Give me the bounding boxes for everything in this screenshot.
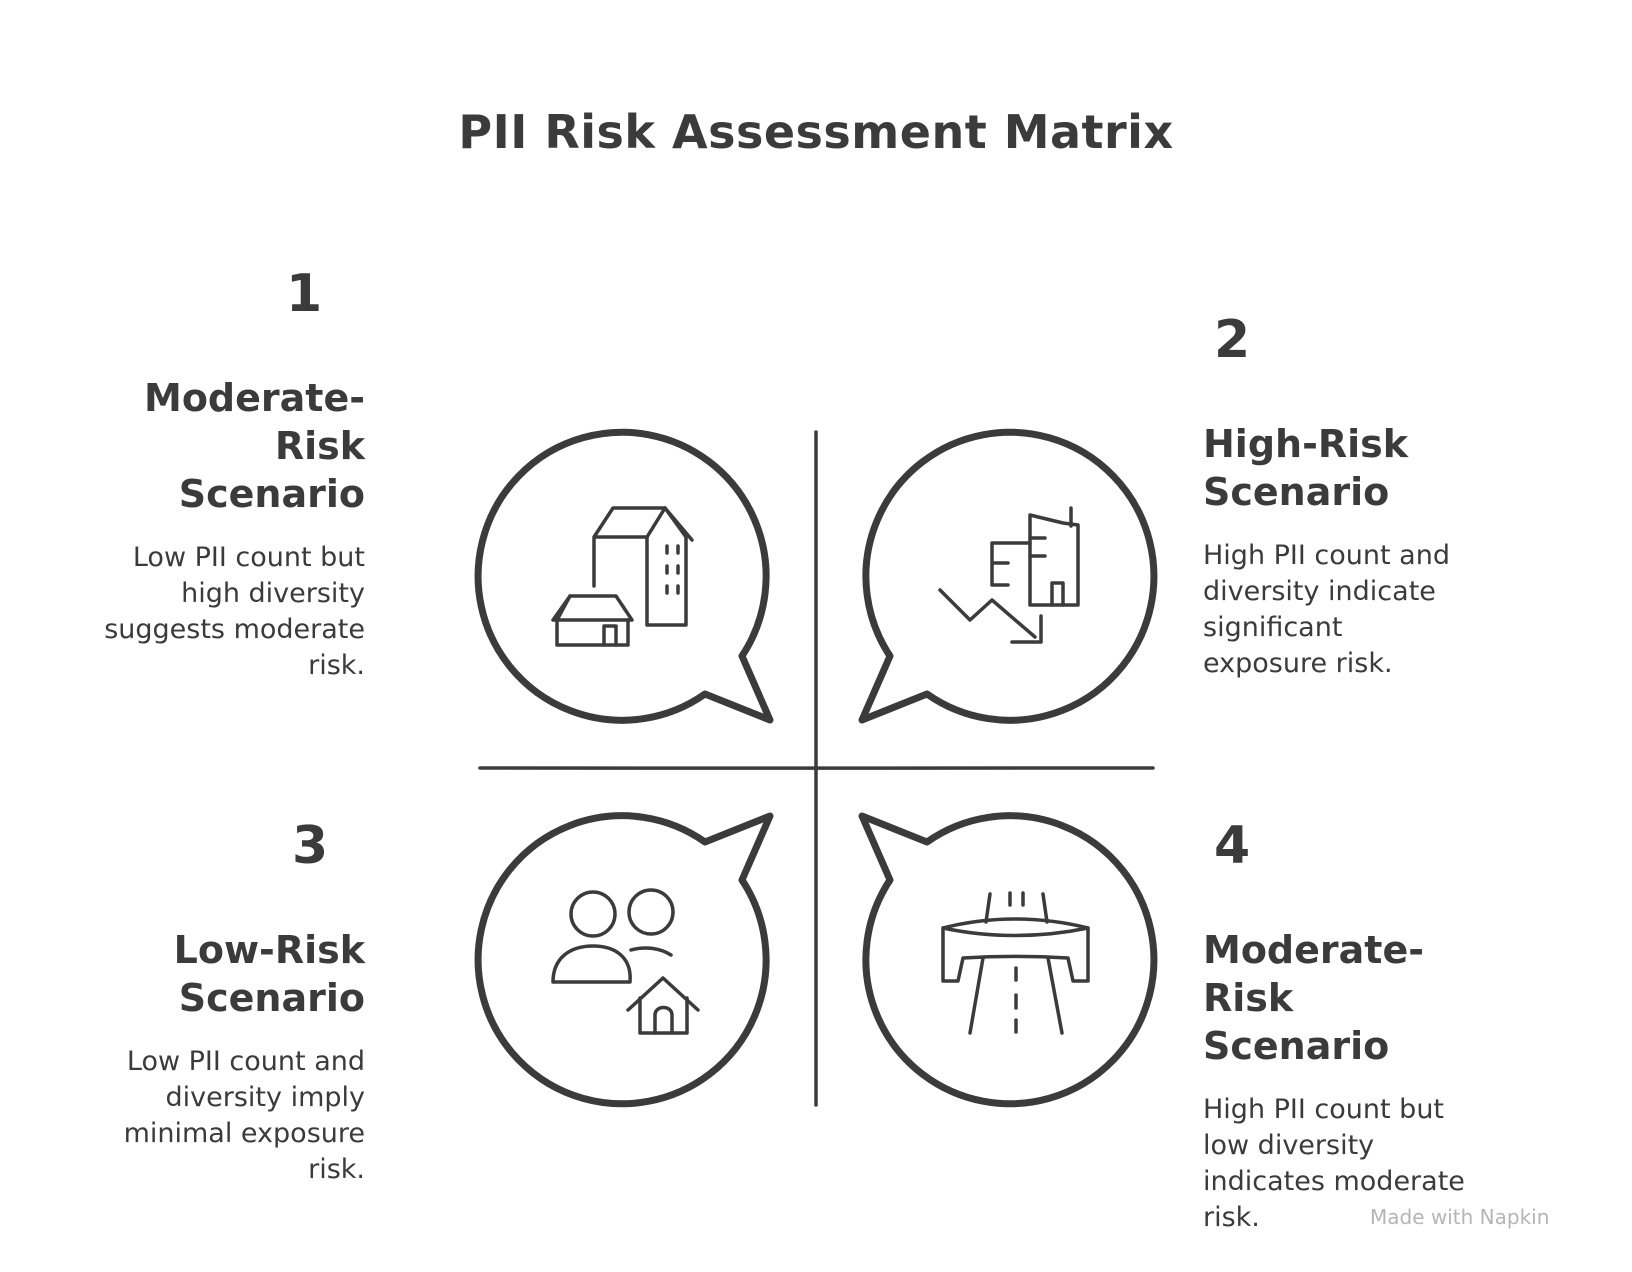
quadrant-1-description-line: suggests moderate xyxy=(104,614,365,645)
quadrant-2-description-line: diversity indicate xyxy=(1203,576,1436,607)
quadrant-2-text: High-Risk Scenario High PII count and di… xyxy=(1203,420,1493,682)
quadrant-3-description: Low PII count and diversity imply minima… xyxy=(75,1044,365,1188)
horizontal-axis xyxy=(478,765,1155,771)
page-title: PII Risk Assessment Matrix xyxy=(458,105,1174,159)
quadrant-4-description-line: risk. xyxy=(1203,1202,1260,1233)
quadrant-2-heading: High-Risk Scenario xyxy=(1203,420,1493,516)
quadrant-4-description-line: High PII count but xyxy=(1203,1094,1445,1125)
speech-bubble-top-left xyxy=(474,428,774,724)
quadrant-3-heading: Low-Risk Scenario xyxy=(75,926,365,1022)
quadrant-1-description-line: high diversity xyxy=(181,578,365,609)
speech-bubbles xyxy=(474,428,1158,1108)
quadrant-3-description-line: Low PII count and xyxy=(126,1046,365,1077)
quadrant-4-text: Moderate- Risk Scenario High PII count b… xyxy=(1203,926,1493,1236)
speech-bubble-bottom-left xyxy=(474,812,774,1108)
watermark-text: Made with Napkin xyxy=(1370,1205,1550,1229)
quadrant-2-description-line: exposure risk. xyxy=(1203,648,1393,679)
quadrant-3-text: Low-Risk Scenario Low PII count and dive… xyxy=(75,926,365,1188)
quadrant-1-number: 1 xyxy=(286,264,323,324)
quadrant-3-number: 3 xyxy=(292,816,329,876)
quadrant-4-heading-line: Moderate- xyxy=(1203,928,1424,972)
matrix-axes xyxy=(478,430,1155,1107)
quadrant-4-description-line: low diversity xyxy=(1203,1130,1375,1161)
people-home-icon xyxy=(551,888,700,1035)
quadrant-1-heading-line: Scenario xyxy=(178,472,365,516)
city-buildings-icon xyxy=(551,506,694,647)
quadrant-3-description-line: minimal exposure xyxy=(123,1118,365,1149)
speech-bubble-top-right xyxy=(858,428,1158,724)
quadrant-1-text: Moderate- Risk Scenario Low PII count bu… xyxy=(75,374,365,684)
quadrant-4-heading-line: Risk xyxy=(1203,976,1294,1020)
quadrant-2-heading-line: High-Risk xyxy=(1203,422,1409,466)
quadrant-2-description: High PII count and diversity indicate si… xyxy=(1203,538,1493,682)
quadrant-3-heading-line: Low-Risk xyxy=(173,928,365,972)
quadrant-1-heading: Moderate- Risk Scenario xyxy=(75,374,365,518)
quadrant-4-heading: Moderate- Risk Scenario xyxy=(1203,926,1493,1070)
quadrant-2-number: 2 xyxy=(1214,310,1251,370)
quadrant-3-heading-line: Scenario xyxy=(178,976,365,1020)
declining-building-icon xyxy=(938,506,1080,644)
quadrant-3-description-line: risk. xyxy=(308,1154,365,1185)
quadrant-4-description-line: indicates moderate xyxy=(1203,1166,1465,1197)
quadrant-2-description-line: significant xyxy=(1203,612,1343,643)
speech-bubble-bottom-right xyxy=(858,812,1158,1108)
quadrant-1-description: Low PII count but high diversity suggest… xyxy=(75,540,365,684)
quadrant-1-heading-line: Risk xyxy=(274,424,365,468)
quadrant-1-description-line: Low PII count but xyxy=(132,542,365,573)
quadrant-2-description-line: High PII count and xyxy=(1203,540,1450,571)
vertical-axis xyxy=(813,430,819,1107)
quadrant-1-description-line: risk. xyxy=(308,650,365,681)
quadrant-2-heading-line: Scenario xyxy=(1203,470,1390,514)
watermark: Made with Napkin xyxy=(1370,1205,1549,1229)
quadrant-4-description: High PII count but low diversity indicat… xyxy=(1203,1092,1493,1236)
highway-bridge-icon xyxy=(941,891,1090,1035)
quadrant-3-description-line: diversity imply xyxy=(165,1082,365,1113)
quadrant-4-heading-line: Scenario xyxy=(1203,1024,1390,1068)
quadrant-1-heading-line: Moderate- xyxy=(144,376,365,420)
quadrant-4-number: 4 xyxy=(1214,816,1251,876)
